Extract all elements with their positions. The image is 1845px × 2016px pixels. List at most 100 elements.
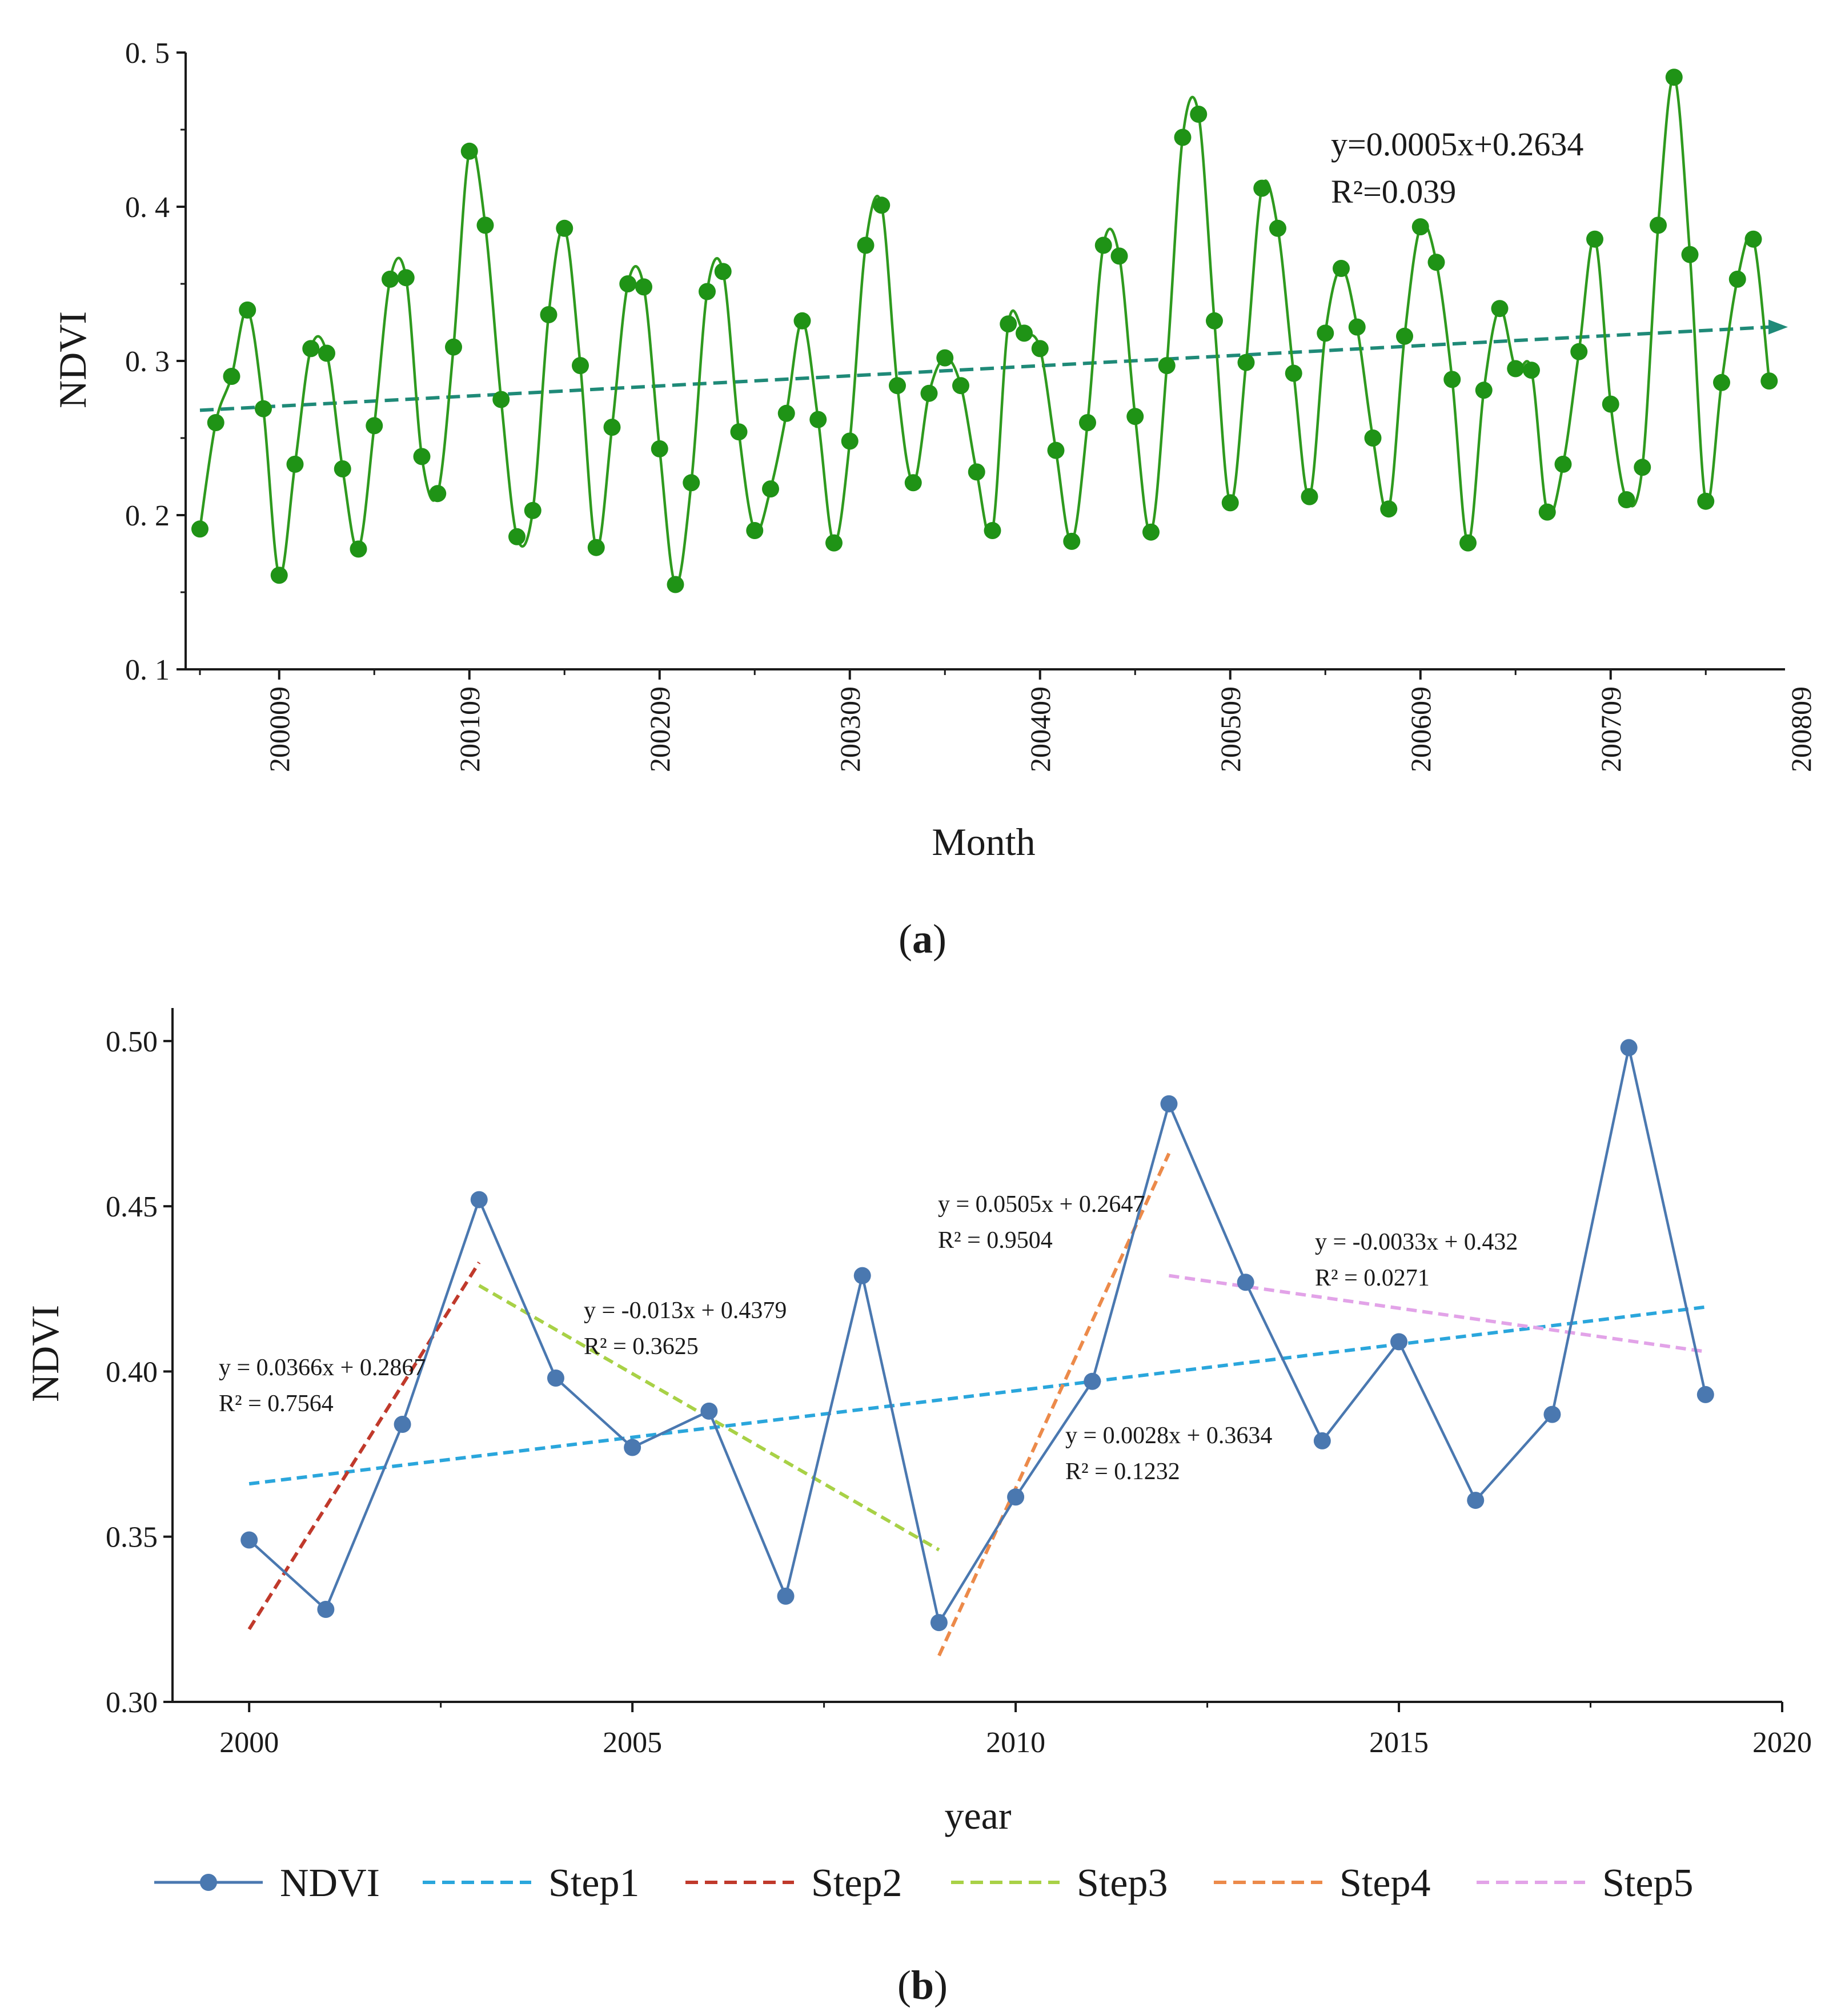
panel-b-data-point [930,1614,948,1632]
panel-b-x-tick-label: 2015 [1369,1726,1429,1759]
panel-a-data-point [1253,179,1271,197]
panel-a-data-point [270,567,288,584]
panel-a-x-tick-label: 200309 [834,686,866,772]
panel-a-x-tick-label: 200809 [1785,686,1817,772]
panel-b-data-point [1313,1432,1331,1449]
panel-b-data-point [777,1587,795,1605]
panel-a-data-point [1110,247,1128,265]
panel-a-data-point [476,216,494,234]
panel-a-data-point [1728,270,1746,288]
legend-item-step3: Step3 [951,1861,1168,1905]
panel-a-x-axis-label: Month [932,820,1035,864]
panel-a-data-point [350,540,367,558]
panel-a-data-point [1237,354,1255,371]
panel-b-x-tick-label: 2020 [1752,1726,1812,1759]
panel-b-step4-line [937,1152,1171,1657]
panel-a-data-point [603,419,621,436]
panel-a-data-point [1411,218,1429,236]
panel-a-data-point [1016,324,1033,342]
panel-a-data-point [1190,106,1208,123]
panel-a-data-point [1221,494,1239,512]
panel-a-x-tick-label: 200109 [454,686,486,772]
panel-a-data-point [1459,534,1477,552]
panel-b-step2-line [247,1261,481,1631]
step3-equation: y = -0.013x + 0.4379 [584,1298,787,1324]
panel-a-data-point [1586,230,1603,248]
panel-a-data-point [683,474,700,492]
panel-a-data-point [239,301,256,319]
panel-a-data-point [1697,492,1715,510]
panel-a-data-point [508,528,526,545]
panel-a-data-point [777,404,795,422]
panel-b-data-point [1467,1492,1485,1509]
panel-a-data-point [524,501,542,519]
panel-a-data-point [492,391,510,408]
step5-r2: R² = 0.0271 [1315,1265,1430,1291]
panel-a-data-point [1681,246,1699,263]
panel-a-y-tick-label: 0. 1 [125,654,170,686]
step4-equation: y = 0.0505x + 0.2647 [938,1191,1145,1218]
panel-a-data-point [1333,260,1350,277]
panel-a-data-point [904,474,922,492]
panel-b-data-point [1007,1488,1025,1506]
panel-b-x-tick-label: 2005 [603,1726,662,1759]
panel-b-y-tick-label: 0.45 [106,1191,158,1223]
panel-b-data-point [700,1402,718,1420]
panel-a-data-point [762,480,779,498]
panel-a-data-point [1744,230,1762,248]
panel-b-data-point [317,1601,335,1618]
panel-a-series-points [191,69,1778,593]
panel-a-data-point [429,485,447,503]
legend-item-step4: Step4 [1214,1861,1430,1905]
panel-b-step1-line [248,1305,1706,1486]
legend-marker [200,1874,217,1891]
panel-a-data-point [1094,236,1112,254]
step2-equation: y = 0.0366x + 0.2867 [219,1355,426,1381]
panel-a-data-point [746,522,764,539]
panel-a-data-point [191,520,208,538]
panel-a-data-point [1079,414,1096,431]
panel-a-data-point [1174,128,1192,146]
panel-a-data-point [223,368,240,385]
legend-label: Step2 [811,1861,902,1905]
panel-a-data-point [1317,324,1334,342]
panel-b-data-point [624,1439,641,1456]
panel-a-x-tick-label: 200609 [1405,686,1437,772]
panel-b-data-point [470,1191,488,1208]
panel-a-x-tick-label: 200509 [1214,686,1246,772]
panel-a-data-point [366,417,383,435]
panel-a-x-tick-label: 200409 [1024,686,1056,772]
step4-r2: R² = 0.9504 [938,1227,1053,1254]
panel-b-trend-labels: y = 0.0366x + 0.2867 R² = 0.7564 y = -0.… [219,1191,1518,1485]
panel-a-data-point [667,576,684,593]
panel-a-data-point [952,377,969,395]
panel-a-data-point [1427,254,1445,271]
panel-a-data-point [334,460,351,477]
panel-b-data-point [394,1416,411,1433]
panel-b-y-axis-label: NDVI [23,1305,67,1402]
panel-a-data-point [619,275,637,292]
panel-a-data-point [1538,503,1556,521]
panel-a-x-tick-label: 200209 [644,686,676,772]
legend-label: NDVI [280,1861,380,1905]
panel-a-data-point [1760,372,1778,390]
panel-a-data-point [1443,371,1461,388]
panel-a-y-ticks: 0. 1 0. 2 0. 3 0. 4 0. 5 [125,37,186,686]
panel-a-data-point [1634,459,1651,476]
panel-a-trend-r2: R²=0.039 [1331,173,1456,210]
panel-a-data-point [1570,343,1588,360]
panel-a-data-point [793,312,811,330]
panel-a-y-tick-label: 0. 2 [125,500,170,532]
panel-a-data-point [572,357,589,375]
panel-a-data-point [1396,327,1413,345]
panel-a-data-point [587,539,605,556]
panel-b-x-ticks: 2000 2005 2010 2015 2020 [219,1702,1812,1759]
panel-b-data-point [853,1267,871,1284]
panel-b-x-tick-label: 2000 [219,1726,279,1759]
legend-label: Step4 [1339,1861,1430,1905]
legend-item-step2: Step2 [685,1861,902,1905]
panel-a-trend-arrowhead [1768,319,1788,335]
panel-a-data-point [1523,362,1540,379]
panel-a-data-point [556,219,573,237]
panel-a-trend-equation: y=0.0005x+0.2634 [1331,126,1583,163]
